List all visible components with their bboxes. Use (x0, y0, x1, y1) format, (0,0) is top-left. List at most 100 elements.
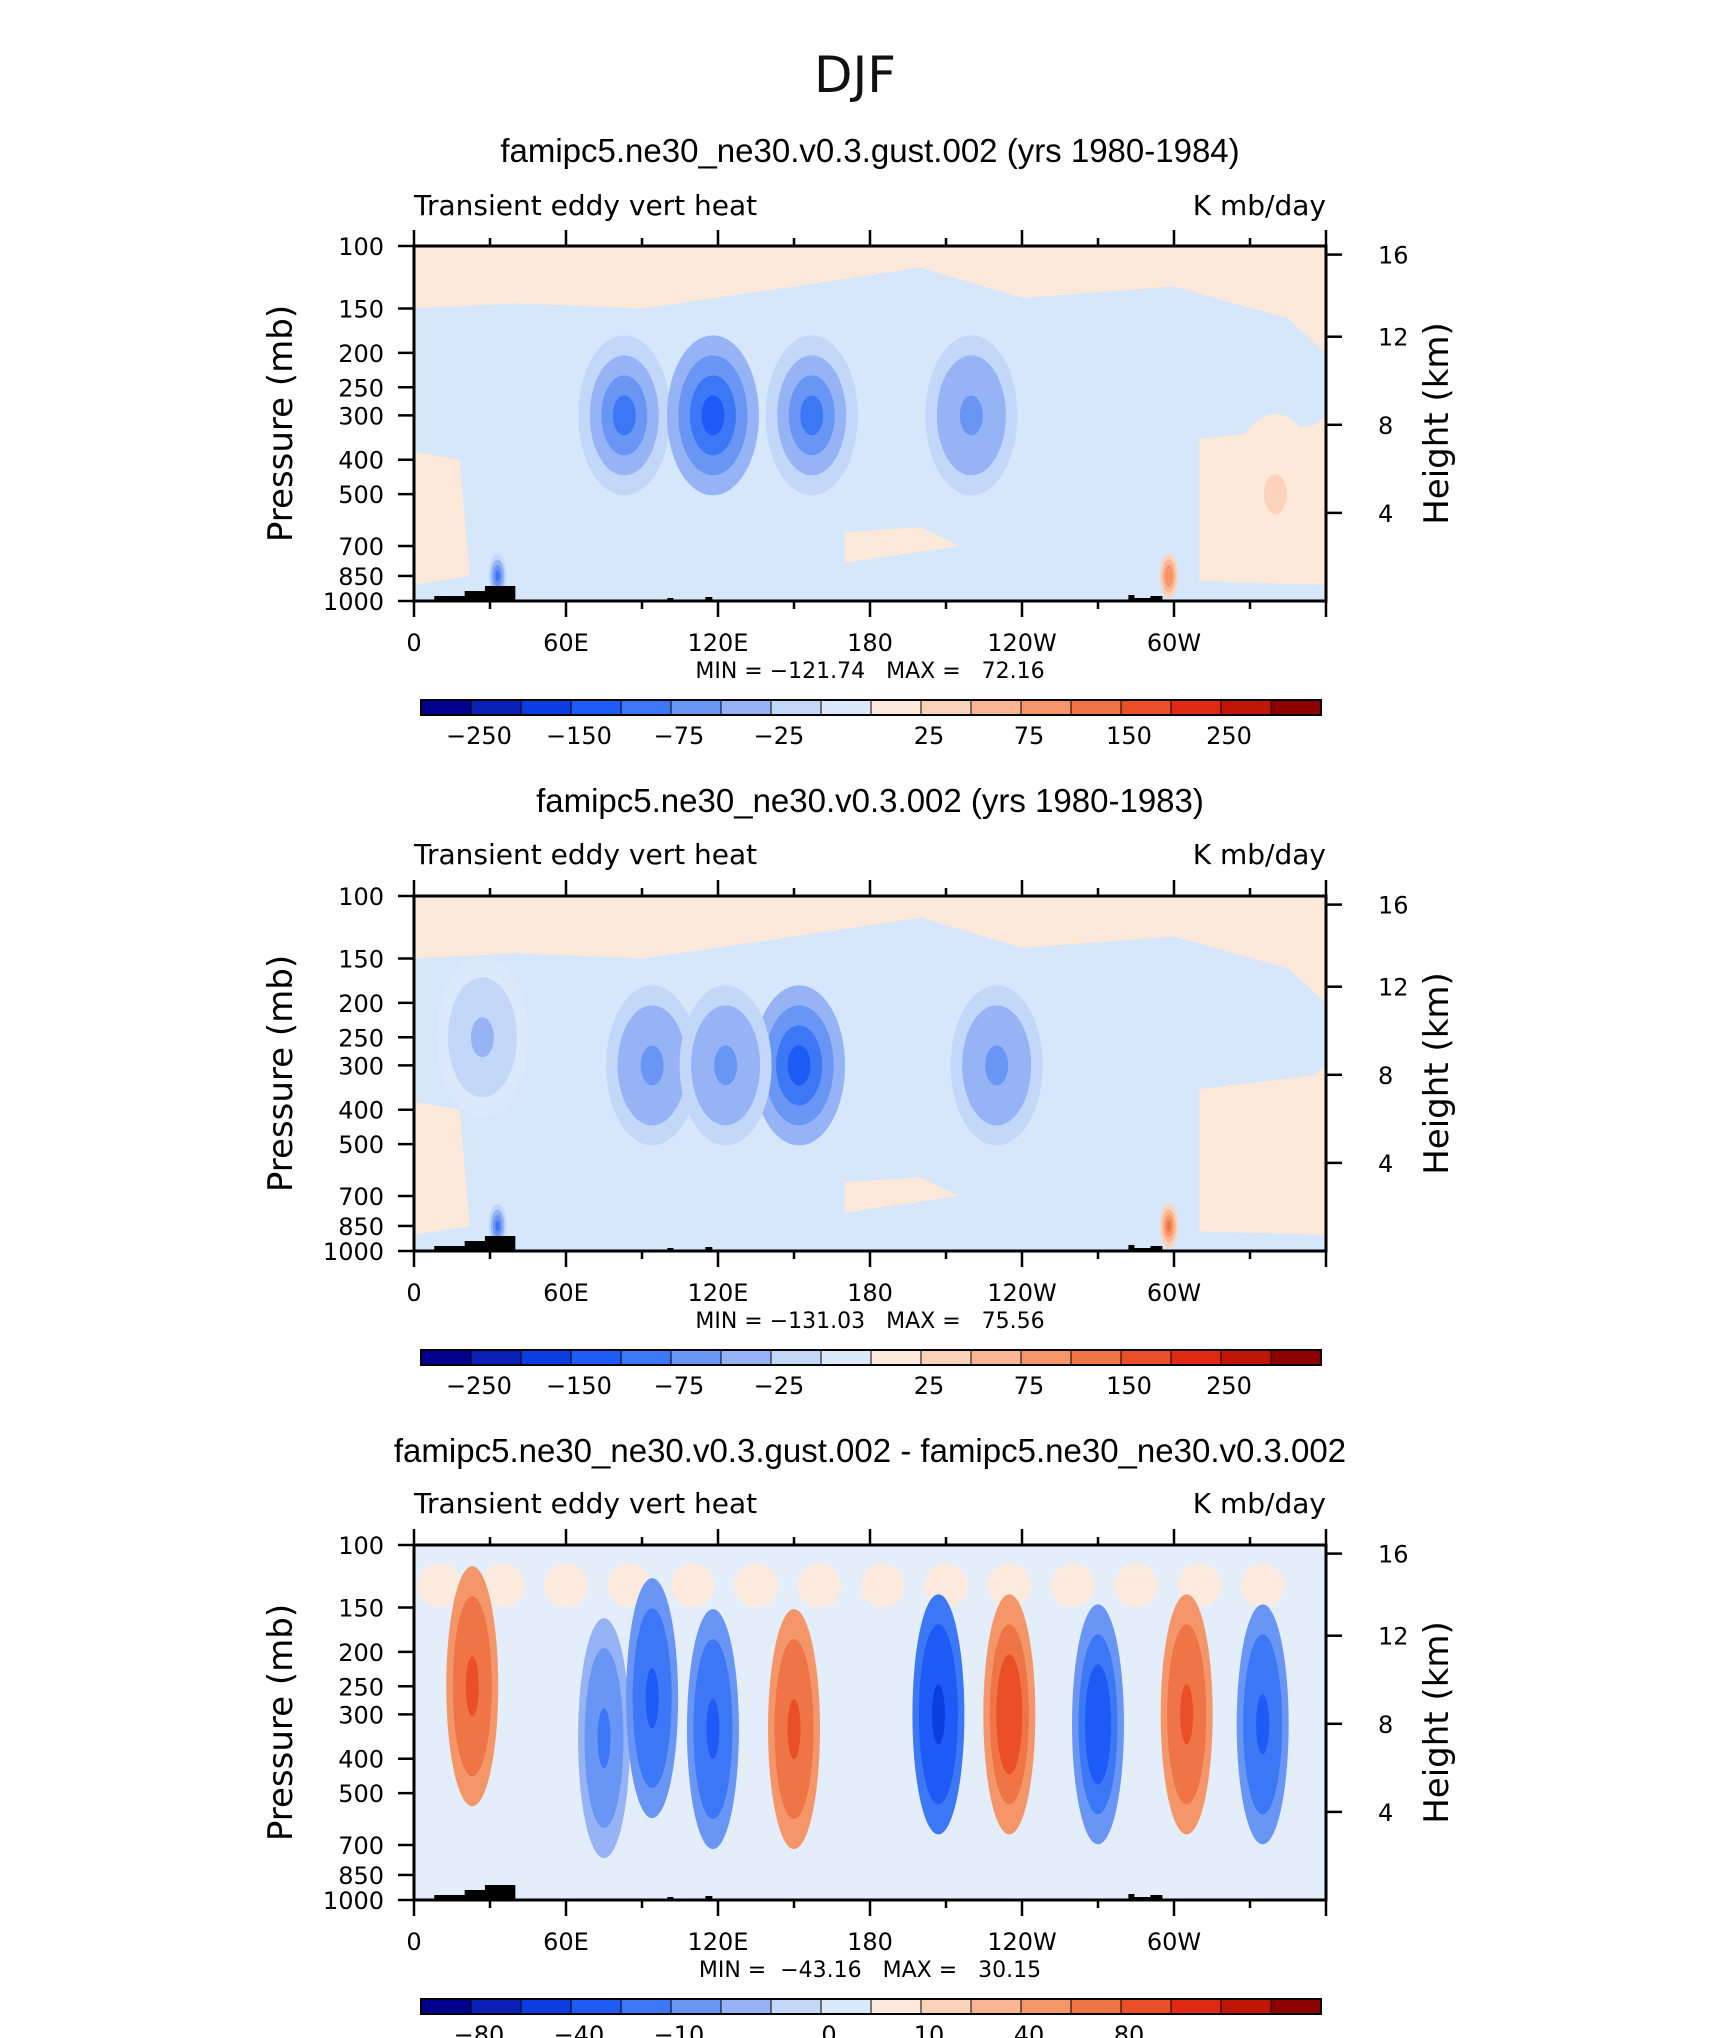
panel-title: famipc5.ne30_ne30.v0.3.gust.002 - famipc… (394, 1432, 1346, 1469)
colorbar-frame (420, 699, 1322, 716)
y-tick-label: 100 (338, 883, 384, 911)
warm-patch (860, 1563, 905, 1608)
x-tick-label: 120W (987, 1928, 1057, 1956)
y2-axis-title: Height (km) (1417, 322, 1457, 525)
y-tick-label: 400 (338, 1746, 384, 1774)
y2-axis-title: Height (km) (1417, 1621, 1457, 1824)
y-tick-label: 700 (338, 533, 384, 561)
colorbar-label: 80 (1114, 2021, 1145, 2038)
colorbar-swatch (1120, 1998, 1172, 2015)
colorbar-label: −150 (546, 1372, 612, 1400)
warm-patch (417, 1563, 462, 1608)
y2-tick-label: 12 (1378, 974, 1409, 1002)
colorbar-swatch (1070, 699, 1122, 716)
warm-patch (1050, 1563, 1095, 1608)
colorbar-label: 25 (914, 1372, 945, 1400)
panel-2: famipc5.ne30_ne30.v0.3.002 (yrs 1980-198… (261, 782, 1457, 1400)
units-label: K mb/day (1193, 838, 1326, 871)
colorbar: −80 −40 −10 0 10 40 80 (420, 1998, 1322, 2038)
y-tick-label: 400 (338, 447, 384, 475)
panel-3: famipc5.ne30_ne30.v0.3.gust.002 - famipc… (261, 1432, 1457, 2038)
colorbar-label: 0 (821, 2021, 836, 2038)
y-tick-label: 250 (338, 374, 384, 402)
colorbar-swatch (1020, 699, 1072, 716)
x-tick-label: 0 (406, 629, 421, 657)
y-tick-label: 250 (338, 1024, 384, 1052)
warm-patch (1114, 1563, 1158, 1608)
colorbar-swatch (570, 1349, 622, 1366)
y2-tick-label: 4 (1378, 1799, 1393, 1827)
contour-blob (1256, 1694, 1270, 1755)
colorbar-swatch (1270, 699, 1322, 716)
x-tick-label: 180 (847, 1928, 893, 1956)
x-tick-label: 60E (543, 1928, 589, 1956)
x-tick-label: 120E (688, 629, 749, 657)
contour-blob (787, 1045, 811, 1086)
colorbar-swatch (920, 1998, 972, 2015)
colorbar-swatch (870, 1998, 922, 2015)
field (414, 896, 1326, 1251)
colorbar-swatch (470, 1998, 522, 2015)
min-max-label: MIN = −131.03 MAX = 75.56 (695, 1309, 1044, 1334)
y2-tick-label: 16 (1378, 242, 1409, 270)
colorbar-swatch (420, 1349, 472, 1366)
contour-blob (597, 1708, 611, 1769)
y-tick-label: 500 (338, 1780, 384, 1808)
colorbar-swatch (770, 1349, 822, 1366)
colorbar-swatch (1270, 1349, 1322, 1366)
colorbar-swatch (1220, 699, 1272, 716)
colorbar-swatch (470, 699, 522, 716)
warm-patch (1240, 1563, 1285, 1608)
field (414, 1545, 1326, 1900)
colorbar-label: −250 (446, 722, 512, 750)
y-axis-title: Pressure (mb) (261, 305, 301, 542)
colorbar-frame (420, 1349, 1322, 1366)
contour-blob (706, 1699, 720, 1760)
colorbar-swatch (520, 1349, 572, 1366)
warm-patch (734, 1563, 778, 1608)
contour-blob (1166, 1220, 1172, 1232)
colorbar-label: 10 (914, 2021, 945, 2038)
contour-blob (612, 395, 636, 436)
colorbar-swatch (720, 699, 772, 716)
units-label: K mb/day (1193, 189, 1326, 222)
colorbar-swatch (470, 1349, 522, 1366)
contour-blob (787, 1699, 801, 1760)
contour-blob (1166, 570, 1172, 582)
colorbar-label: −250 (446, 1372, 512, 1400)
min-max-label: MIN = −121.74 MAX = 72.16 (695, 659, 1044, 684)
x-tick-label: 120W (987, 1279, 1057, 1307)
y2-tick-label: 12 (1378, 324, 1409, 352)
variable-label: Transient eddy vert heat (413, 1487, 757, 1520)
colorbar-swatch (570, 1998, 622, 2015)
warm-region (414, 451, 470, 585)
warm-patch (797, 1563, 842, 1608)
colorbar-swatch (970, 699, 1022, 716)
colorbar-swatch (520, 1998, 572, 2015)
colorbar-swatch (770, 1998, 822, 2015)
warm-region (414, 1101, 470, 1235)
contour-blob (495, 1220, 500, 1232)
colorbar-label: 250 (1206, 1372, 1252, 1400)
y-tick-label: 850 (338, 1213, 384, 1241)
colorbar-label: −40 (554, 2021, 605, 2038)
colorbar-label: −10 (654, 2021, 705, 2038)
contour-blob (931, 1684, 945, 1745)
colorbar-label: 75 (1014, 722, 1045, 750)
colorbar-swatch (1020, 1998, 1072, 2015)
colorbar-swatch (420, 699, 472, 716)
colorbar-swatch (670, 1998, 722, 2015)
colorbar-swatch (970, 1998, 1022, 2015)
y-tick-label: 150 (338, 296, 384, 324)
min-max-label: MIN = −43.16 MAX = 30.15 (699, 1958, 1041, 1983)
colorbar-swatch (670, 1349, 722, 1366)
colorbar-swatch (820, 699, 872, 716)
contour-blob (1091, 1694, 1105, 1755)
contour-blob (465, 1656, 479, 1717)
units-label: K mb/day (1193, 1487, 1326, 1520)
colorbar-swatch (1070, 1349, 1122, 1366)
colorbar-swatch (620, 1998, 672, 2015)
colorbar-swatch (520, 699, 572, 716)
colorbar-label: 150 (1106, 1372, 1152, 1400)
